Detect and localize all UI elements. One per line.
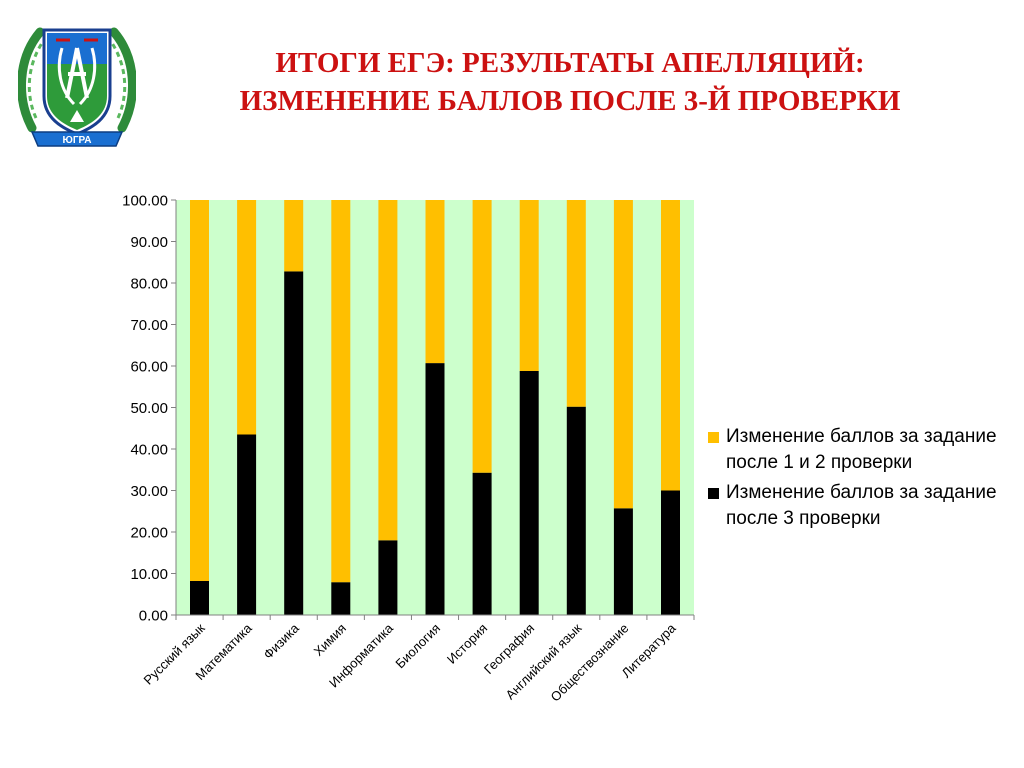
y-tick-label: 90.00 xyxy=(130,234,168,251)
slide-title-line-1: ИТОГИ ЕГЭ: РЕЗУЛЬТАТЫ АПЕЛЛЯЦИЙ: xyxy=(275,47,865,79)
bar-segment-series-2 xyxy=(425,200,445,364)
y-tick-label: 50.00 xyxy=(130,400,168,417)
bar-segment-series-1 xyxy=(472,472,492,615)
ribbon-icon: ЮГРА xyxy=(30,131,124,147)
legend-item-2: Изменение баллов за задание после 3 пров… xyxy=(708,480,998,532)
bar-segment-series-2 xyxy=(190,200,209,581)
bar-segment-series-1 xyxy=(284,271,304,615)
y-tick-label: 100.00 xyxy=(122,193,168,210)
bar-segment-series-1 xyxy=(519,371,539,615)
y-axis: 0.00 10.00 20.00 30.00 40.00 50.00 60.00 70.00 8… xyxy=(122,193,177,625)
bar-group xyxy=(190,200,680,615)
bar-segment-series-2 xyxy=(284,200,304,272)
legend-label: Изменение баллов за задание после 3 пров… xyxy=(726,482,997,529)
legend-label: Изменение баллов за задание после 1 и 2 … xyxy=(726,426,997,473)
bar-segment-series-1 xyxy=(190,581,209,615)
y-tick-label: 80.00 xyxy=(130,276,168,293)
y-tick-label: 0.00 xyxy=(139,608,168,625)
bar-segment-series-1 xyxy=(378,540,398,615)
legend-swatch xyxy=(708,488,719,499)
coat-of-arms-logo: ЮГРА xyxy=(18,27,136,147)
bar-segment-series-1 xyxy=(661,490,680,615)
bar-segment-series-1 xyxy=(237,434,257,615)
slide-title: ИТОГИ ЕГЭ: РЕЗУЛЬТАТЫ АПЕЛЛЯЦИЙ: ИЗМЕНЕН… xyxy=(150,44,990,120)
y-tick-label: 70.00 xyxy=(130,317,168,334)
bar-segment-series-2 xyxy=(378,200,398,541)
bar-segment-series-2 xyxy=(237,200,257,435)
y-tick-label: 30.00 xyxy=(130,483,168,500)
y-tick-label: 10.00 xyxy=(130,566,168,583)
bar-segment-series-2 xyxy=(331,200,351,583)
bar-segment-series-1 xyxy=(613,508,633,615)
logo-text: ЮГРА xyxy=(63,135,92,146)
bar-segment-series-2 xyxy=(613,200,633,509)
x-tick-label: Биология xyxy=(392,621,443,672)
y-tick-label: 60.00 xyxy=(130,359,168,376)
x-tick-label: История xyxy=(444,621,490,667)
x-tick-label: Физика xyxy=(260,620,302,662)
bar-segment-series-1 xyxy=(425,363,445,615)
y-tick-label: 20.00 xyxy=(130,525,168,542)
x-tick-label: Химия xyxy=(311,621,349,659)
bar-segment-series-2 xyxy=(661,200,680,491)
bar-segment-series-1 xyxy=(331,582,351,615)
legend-item-1: Изменение баллов за задание после 1 и 2 … xyxy=(708,424,998,476)
chart-legend: Изменение баллов за задание после 1 и 2 … xyxy=(708,424,998,536)
bar-segment-series-1 xyxy=(566,406,586,615)
wreath-icon xyxy=(18,27,136,133)
slide-title-line-2: ИЗМЕНЕНИЕ БАЛЛОВ ПОСЛЕ 3-Й ПРОВЕРКИ xyxy=(239,85,901,117)
legend-swatch xyxy=(708,432,719,443)
shield-icon xyxy=(42,28,112,136)
y-tick-label: 40.00 xyxy=(130,442,168,459)
bar-segment-series-2 xyxy=(519,200,539,371)
bar-segment-series-2 xyxy=(472,200,492,473)
bar-segment-series-2 xyxy=(566,200,586,407)
